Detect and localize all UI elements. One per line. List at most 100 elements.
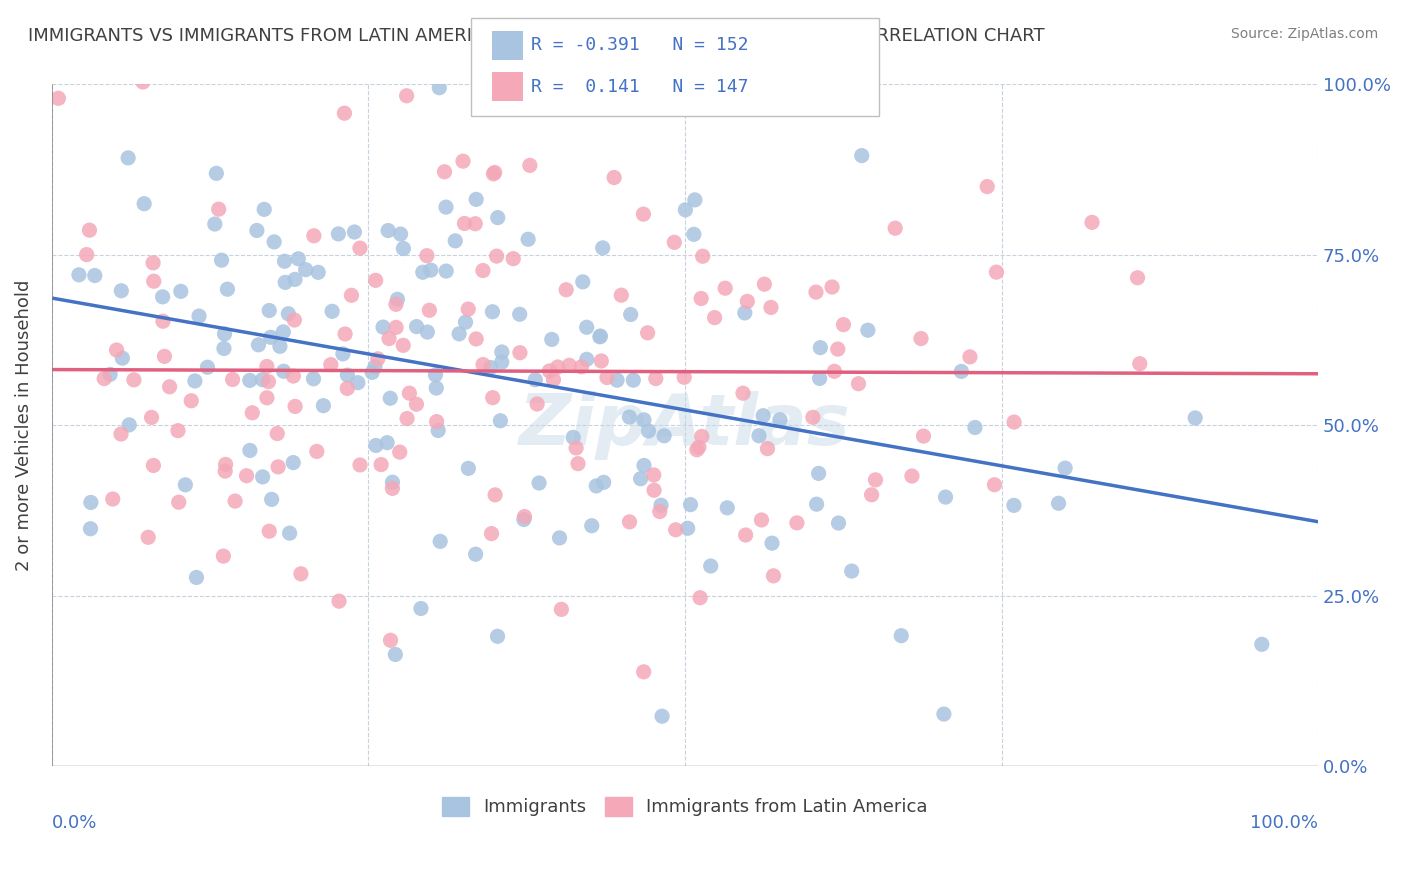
Point	[340, 288, 363, 302]
Point	[98, 368, 121, 382]
Point	[548, 531, 571, 545]
Point	[465, 332, 488, 346]
Point	[214, 326, 236, 341]
Point	[565, 441, 588, 455]
Point	[457, 461, 479, 475]
Point	[259, 330, 281, 344]
Point	[367, 351, 389, 366]
Point	[333, 106, 356, 120]
Point	[208, 202, 231, 217]
Point	[269, 339, 291, 353]
Point	[664, 235, 686, 250]
Point	[343, 225, 366, 239]
Point	[676, 521, 699, 535]
Point	[806, 497, 828, 511]
Point	[122, 373, 145, 387]
Point	[118, 417, 141, 432]
Point	[205, 166, 228, 180]
Point	[246, 223, 269, 237]
Point	[395, 88, 418, 103]
Point	[305, 444, 328, 458]
Point	[581, 518, 603, 533]
Point	[752, 409, 775, 423]
Point	[136, 530, 159, 544]
Point	[347, 376, 370, 390]
Point	[364, 438, 387, 452]
Point	[890, 629, 912, 643]
Point	[762, 569, 785, 583]
Point	[239, 373, 262, 387]
Text: R =  0.141   N = 147: R = 0.141 N = 147	[531, 78, 749, 95]
Point	[491, 355, 513, 369]
Point	[640, 83, 662, 97]
Point	[489, 414, 512, 428]
Point	[610, 288, 633, 302]
Point	[389, 227, 412, 241]
Point	[801, 410, 824, 425]
Point	[214, 464, 236, 478]
Point	[266, 426, 288, 441]
Point	[381, 482, 404, 496]
Point	[571, 359, 593, 374]
Point	[361, 365, 384, 379]
Point	[567, 457, 589, 471]
Point	[865, 473, 887, 487]
Point	[454, 315, 477, 329]
Point	[349, 241, 371, 255]
Point	[212, 342, 235, 356]
Point	[277, 307, 299, 321]
Point	[901, 469, 924, 483]
Point	[336, 368, 359, 383]
Point	[689, 591, 711, 605]
Point	[513, 512, 536, 526]
Point	[976, 179, 998, 194]
Point	[912, 429, 935, 443]
Point	[1081, 215, 1104, 229]
Point	[558, 359, 581, 373]
Point	[252, 373, 274, 387]
Point	[673, 202, 696, 217]
Point	[548, 100, 571, 114]
Point	[550, 602, 572, 616]
Point	[48, 91, 70, 105]
Point	[509, 345, 531, 359]
Point	[630, 472, 652, 486]
Point	[502, 252, 524, 266]
Point	[333, 326, 356, 341]
Point	[481, 526, 503, 541]
Text: 0.0%: 0.0%	[52, 814, 97, 832]
Point	[761, 536, 783, 550]
Point	[932, 707, 955, 722]
Point	[427, 80, 450, 95]
Point	[643, 467, 665, 482]
Point	[491, 345, 513, 359]
Point	[592, 241, 614, 255]
Point	[142, 458, 165, 473]
Point	[159, 380, 181, 394]
Point	[427, 424, 450, 438]
Point	[256, 359, 278, 374]
Point	[1129, 357, 1152, 371]
Point	[387, 293, 409, 307]
Point	[734, 306, 756, 320]
Point	[170, 285, 193, 299]
Point	[519, 158, 541, 172]
Point	[1250, 637, 1272, 651]
Point	[412, 265, 434, 279]
Point	[93, 371, 115, 385]
Text: 100.0%: 100.0%	[1250, 814, 1319, 832]
Point	[823, 364, 845, 378]
Point	[759, 301, 782, 315]
Point	[101, 491, 124, 506]
Point	[571, 275, 593, 289]
Point	[364, 273, 387, 287]
Point	[484, 488, 506, 502]
Point	[481, 391, 503, 405]
Point	[364, 359, 387, 374]
Point	[429, 534, 451, 549]
Point	[153, 350, 176, 364]
Point	[592, 475, 614, 490]
Point	[648, 505, 671, 519]
Point	[444, 234, 467, 248]
Point	[673, 370, 696, 384]
